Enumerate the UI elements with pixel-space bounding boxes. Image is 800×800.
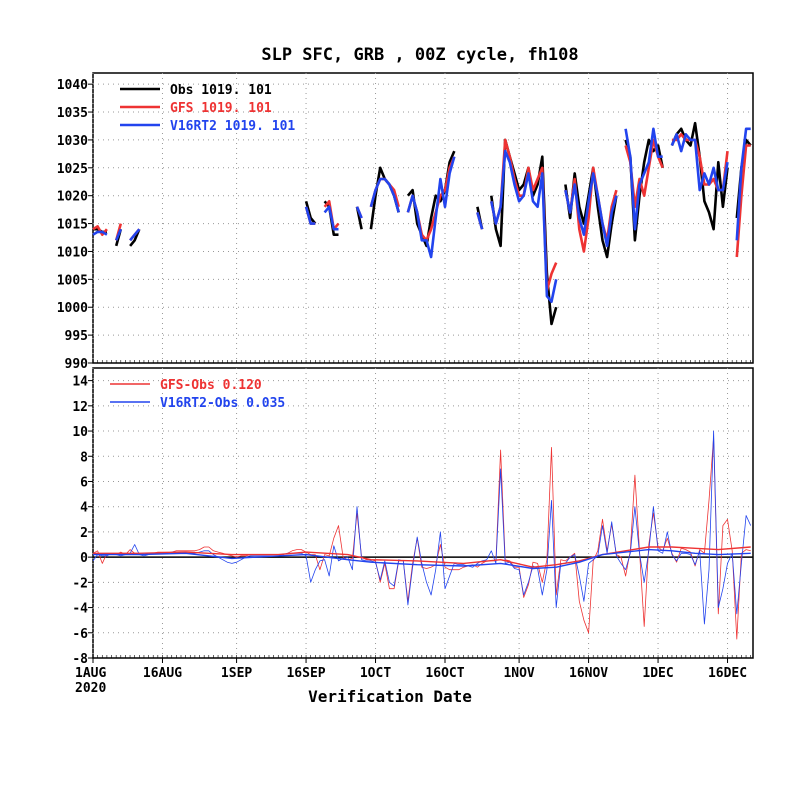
series-line-gfs-obs bbox=[92, 436, 751, 640]
x-tick-label: 16NOV bbox=[569, 666, 608, 681]
x-tick-label: 16AUG bbox=[143, 666, 182, 681]
y-tick-label: 1000 bbox=[57, 301, 88, 316]
series-line-v16rt2 bbox=[129, 228, 141, 242]
x-tick-label: 1DEC bbox=[642, 666, 673, 681]
y-tick-label: 1020 bbox=[57, 190, 88, 205]
series-line-v16rt2 bbox=[304, 206, 316, 225]
x-year-label: 2020 bbox=[75, 681, 106, 696]
series-line-v16rt2 bbox=[670, 133, 729, 192]
series-line-v16rt2 bbox=[369, 177, 400, 213]
series-line-gfs-obs-mean bbox=[93, 546, 751, 568]
y-tick-label: 12 bbox=[72, 400, 88, 415]
x-tick-label: 16SEP bbox=[286, 666, 325, 681]
chart-title: SLP SFC, GRB , 00Z cycle, fh108 bbox=[261, 45, 578, 65]
y-tick-label: 1005 bbox=[57, 273, 88, 288]
y-tick-label: 995 bbox=[65, 329, 88, 344]
y-tick-label: 1035 bbox=[57, 106, 88, 121]
y-tick-label: 990 bbox=[65, 357, 89, 372]
y-tick-label: 6 bbox=[80, 475, 88, 490]
series-line-v16rt2 bbox=[92, 230, 108, 236]
y-tick-label: 2 bbox=[80, 526, 88, 541]
y-tick-label: 0 bbox=[80, 551, 88, 566]
series-line-v16rt2 bbox=[355, 206, 363, 219]
series-line-v16rt2 bbox=[624, 127, 663, 231]
y-tick-label: 14 bbox=[72, 375, 88, 390]
x-tick-label: 1AUG bbox=[75, 666, 106, 681]
y-tick-label: -2 bbox=[72, 576, 88, 591]
y-tick-label: 10 bbox=[72, 425, 88, 440]
series-line-v16rt2 bbox=[564, 172, 618, 248]
x-tick-label: 1SEP bbox=[221, 666, 252, 681]
series-line-v16rt2 bbox=[114, 228, 123, 241]
legend-label: V16RT2 1019. 101 bbox=[170, 119, 295, 134]
series-line-v16rt2-obs bbox=[92, 430, 752, 625]
y-tick-label: 1025 bbox=[57, 162, 88, 177]
x-axis: 1AUG 16AUG 1SEP 16SEP 1OCT 16OCT 1NOV 16NOV 1DEC… bbox=[75, 658, 747, 681]
legend-label: V16RT2-Obs 0.035 bbox=[160, 396, 285, 411]
series-line-v16rt2 bbox=[735, 127, 751, 241]
x-axis-label: Verification Date bbox=[308, 687, 472, 706]
y-tick-label: -4 bbox=[72, 602, 88, 617]
y-tick-label: 1015 bbox=[57, 218, 88, 233]
series-line-v16rt2 bbox=[406, 156, 456, 259]
y-tick-label: -6 bbox=[72, 627, 88, 642]
legend-label: GFS 1019. 101 bbox=[170, 101, 272, 116]
y-tick-label: 1040 bbox=[57, 78, 88, 93]
bottom-panel: -8 -6 -4 -2 0 2 4 6 8 10 12 14 GFS-Obs 0.120 V16RT2-O… bbox=[72, 367, 754, 667]
y-tick-label: -8 bbox=[72, 652, 88, 667]
series-line-v16rt2 bbox=[490, 149, 558, 303]
series-line-v16rt2 bbox=[323, 205, 339, 231]
x-tick-label: 1OCT bbox=[360, 666, 391, 681]
top-panel: 990 995 1000 1005 1010 1015 1020 1025 1030 1035 10… bbox=[57, 72, 754, 372]
legend-label: GFS-Obs 0.120 bbox=[160, 378, 262, 393]
y-tick-label: 1030 bbox=[57, 134, 88, 149]
x-tick-label: 16OCT bbox=[425, 666, 464, 681]
x-tick-label: 16DEC bbox=[708, 666, 747, 681]
legend-label: Obs 1019. 101 bbox=[170, 83, 272, 98]
series-line-obs bbox=[304, 200, 317, 225]
series-line-v16rt2 bbox=[476, 212, 484, 230]
y-tick-label: 1010 bbox=[57, 245, 88, 260]
series-line-gfs bbox=[735, 144, 751, 258]
y-tick-label: 4 bbox=[80, 501, 88, 516]
y-tick-label: 8 bbox=[80, 450, 88, 465]
panel-frame bbox=[92, 72, 754, 364]
series-line-v16rt2-obs-mean bbox=[93, 548, 751, 570]
x-tick-label: 1NOV bbox=[503, 666, 534, 681]
